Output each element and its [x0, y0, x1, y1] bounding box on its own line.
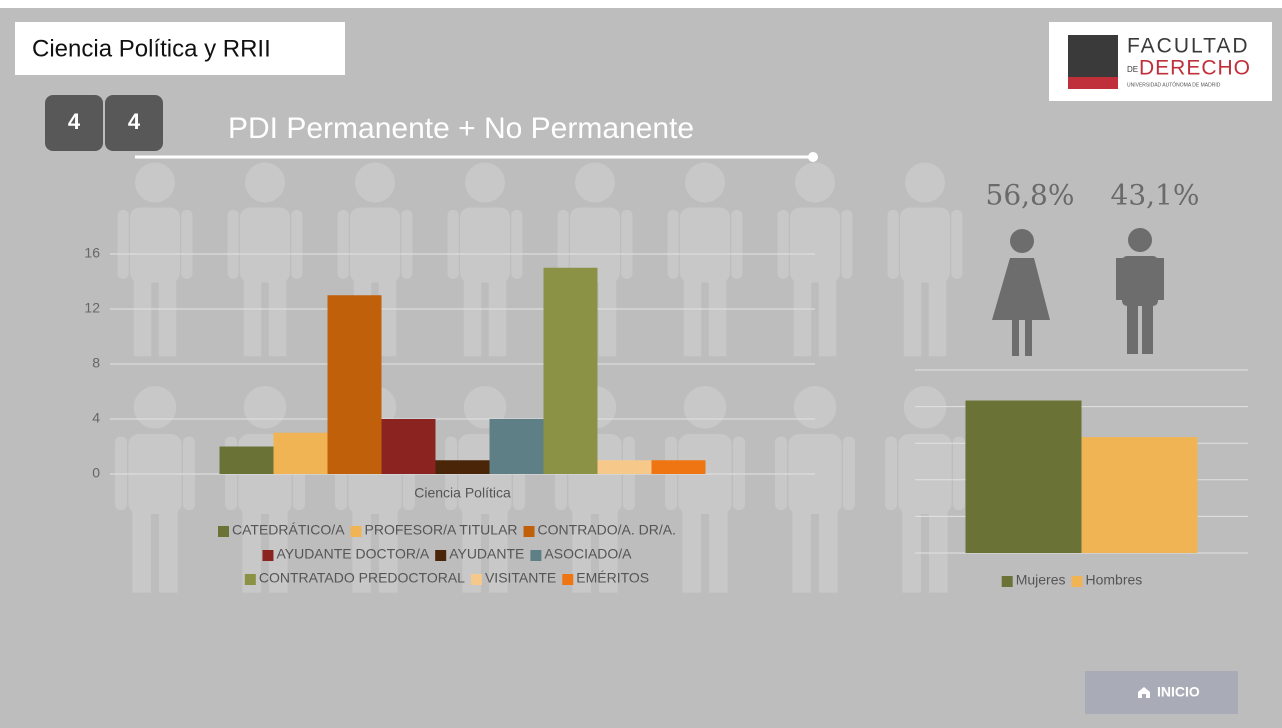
y-tick-label: 8: [92, 355, 100, 371]
legend-swatch: [530, 550, 541, 561]
legend-swatch: [351, 526, 362, 537]
y-tick-label: 4: [92, 410, 100, 426]
bar: [966, 401, 1082, 554]
logo-block: [1068, 77, 1118, 89]
logo-prefix: DE: [1127, 65, 1138, 74]
legend-swatch: [262, 550, 273, 561]
legend-label: EMÉRITOS: [576, 570, 649, 586]
section-title: PDI Permanente + No Permanente: [228, 112, 694, 145]
x-tick-label: Ciencia Política: [414, 485, 511, 501]
legend-swatch: [218, 526, 229, 537]
legend-label: CONTRATADO PREDOCTORAL: [259, 570, 465, 586]
legend-label: Mujeres: [1016, 572, 1066, 588]
legend-label: Hombres: [1086, 572, 1143, 588]
badge-text: 4: [68, 109, 81, 134]
bar: [382, 419, 436, 474]
legend-swatch: [435, 550, 446, 561]
legend-label: ASOCIADO/A: [544, 546, 632, 562]
legend-swatch: [1072, 576, 1083, 587]
bar: [436, 460, 490, 474]
bar: [490, 419, 544, 474]
logo-text: FACULTAD: [1127, 35, 1250, 58]
legend-swatch: [524, 526, 535, 537]
bar: [1082, 437, 1198, 553]
legend-label: AYUDANTE DOCTOR/A: [276, 546, 429, 562]
legend-swatch: [471, 574, 482, 585]
logo-subtitle: UNIVERSIDAD AUTÓNOMA DE MADRID: [1127, 81, 1221, 88]
legend-label: CONTRADO/A. DR/A.: [538, 522, 676, 538]
bar: [328, 295, 382, 474]
legend-label: VISITANTE: [485, 570, 556, 586]
bar: [652, 460, 706, 474]
legend-swatch: [562, 574, 573, 585]
bar: [274, 433, 328, 474]
legend-swatch: [1002, 576, 1013, 587]
legend-swatch: [245, 574, 256, 585]
header-title: Ciencia Política y RRII: [32, 35, 271, 62]
screen: Ciencia Política y RRII 4 4 PDI Permanen…: [0, 0, 1282, 728]
badge-text: 4: [128, 109, 141, 134]
bar: [544, 268, 598, 474]
bar: [598, 460, 652, 474]
button-label[interactable]: INICIO: [1157, 684, 1200, 700]
percentage-label: 56,8%: [986, 179, 1075, 212]
bar: [220, 447, 274, 475]
logo-text: DERECHO: [1139, 57, 1251, 80]
y-tick-label: 16: [84, 245, 100, 261]
legend-label: CATEDRÁTICO/A: [232, 522, 345, 538]
underline-dot: [808, 152, 818, 162]
legend-label: PROFESOR/A TITULAR: [365, 522, 518, 538]
logo-block: [1068, 35, 1118, 77]
percentage-label: 43,1%: [1111, 179, 1200, 212]
y-tick-label: 12: [84, 300, 100, 316]
y-tick-label: 0: [92, 465, 100, 481]
page: Ciencia Política y RRII 4 4 PDI Permanen…: [0, 0, 1282, 728]
legend-label: AYUDANTE: [449, 546, 524, 562]
